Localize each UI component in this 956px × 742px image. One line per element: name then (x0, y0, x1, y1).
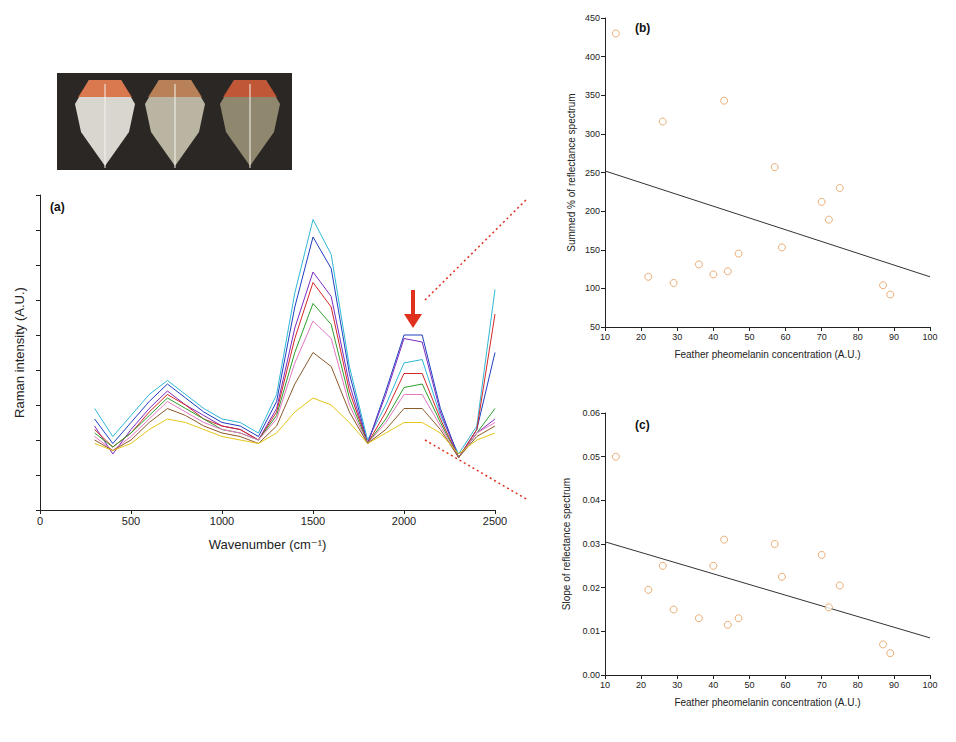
svg-text:30: 30 (672, 680, 682, 690)
svg-text:0.00: 0.00 (582, 670, 600, 680)
svg-text:250: 250 (585, 168, 600, 178)
svg-text:Slope of reflectance spectrum: Slope of reflectance spectrum (561, 478, 572, 610)
svg-text:90: 90 (889, 680, 899, 690)
svg-text:90: 90 (889, 332, 899, 342)
svg-text:100: 100 (922, 680, 937, 690)
svg-text:2000: 2000 (392, 515, 416, 527)
svg-text:0.05: 0.05 (582, 452, 600, 462)
svg-text:50: 50 (590, 322, 600, 332)
svg-text:10: 10 (600, 680, 610, 690)
svg-text:Wavenumber (cm⁻¹): Wavenumber (cm⁻¹) (209, 537, 327, 552)
svg-text:0.01: 0.01 (582, 626, 600, 636)
svg-text:0.04: 0.04 (582, 495, 600, 505)
svg-text:150: 150 (585, 245, 600, 255)
svg-text:80: 80 (853, 680, 863, 690)
svg-text:70: 70 (817, 680, 827, 690)
svg-text:Feather pheomelanin concentrat: Feather pheomelanin concentration (A.U.) (674, 697, 860, 708)
svg-text:100: 100 (922, 332, 937, 342)
svg-text:300: 300 (585, 129, 600, 139)
svg-text:70: 70 (817, 332, 827, 342)
svg-text:80: 80 (853, 332, 863, 342)
svg-text:60: 60 (781, 332, 791, 342)
svg-text:Feather pheomelanin concentrat: Feather pheomelanin concentration (A.U.) (674, 349, 860, 360)
svg-text:(c): (c) (635, 418, 650, 432)
svg-text:0.03: 0.03 (582, 539, 600, 549)
svg-text:350: 350 (585, 90, 600, 100)
svg-text:20: 20 (636, 332, 646, 342)
svg-text:0.02: 0.02 (582, 583, 600, 593)
svg-text:200: 200 (585, 206, 600, 216)
svg-text:1000: 1000 (210, 515, 234, 527)
svg-text:(b): (b) (635, 21, 650, 35)
svg-text:0.06: 0.06 (582, 408, 600, 418)
svg-text:500: 500 (122, 515, 140, 527)
svg-text:40: 40 (708, 332, 718, 342)
svg-text:450: 450 (585, 13, 600, 23)
svg-text:(a): (a) (50, 200, 65, 214)
svg-text:400: 400 (585, 52, 600, 62)
svg-text:2500: 2500 (483, 515, 507, 527)
svg-text:10: 10 (600, 332, 610, 342)
svg-text:50: 50 (744, 332, 754, 342)
svg-text:100: 100 (585, 283, 600, 293)
svg-text:1500: 1500 (301, 515, 325, 527)
svg-text:Raman intensity (A.U.): Raman intensity (A.U.) (12, 287, 27, 418)
svg-text:30: 30 (672, 332, 682, 342)
svg-text:0: 0 (37, 515, 43, 527)
svg-text:40: 40 (708, 680, 718, 690)
svg-text:Summed % of reflectance spectr: Summed % of reflectance spectrum (566, 93, 577, 251)
svg-text:20: 20 (636, 680, 646, 690)
svg-text:60: 60 (781, 680, 791, 690)
svg-text:50: 50 (744, 680, 754, 690)
